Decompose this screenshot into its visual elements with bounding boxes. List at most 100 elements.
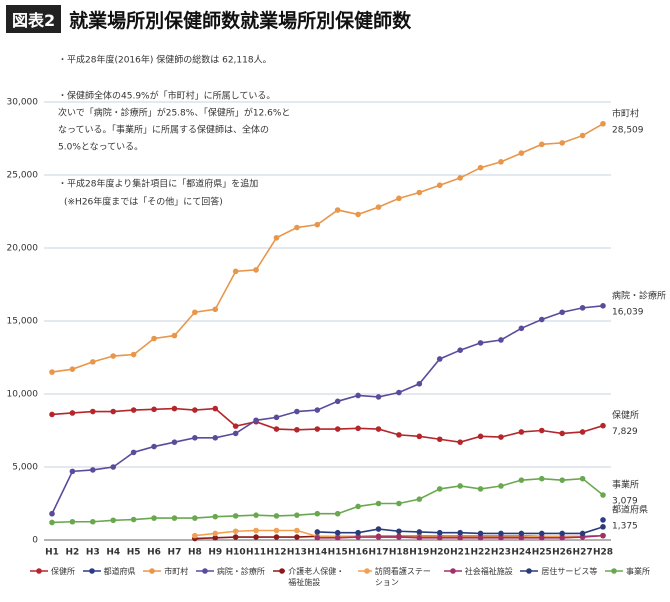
x-tick-label: H28 — [593, 548, 613, 558]
data-point — [538, 316, 545, 323]
chart-title: 就業場所別保健師数就業場所別保健師数 — [69, 9, 412, 32]
y-tick-label: 5,000 — [12, 463, 38, 473]
value-label: 7,829 — [612, 427, 638, 437]
x-tick-label: H17 — [368, 548, 388, 558]
data-point — [498, 434, 504, 440]
x-tick-label: H25 — [532, 548, 552, 558]
data-point — [436, 535, 443, 541]
x-tick-label: H16 — [348, 548, 368, 558]
x-tick-label: H5 — [127, 548, 141, 558]
data-point — [130, 449, 137, 456]
header: 図表2 就業場所別保健師数就業場所別保健師数 — [6, 5, 412, 33]
x-tick-label: H11 — [246, 548, 266, 558]
data-point — [171, 515, 178, 521]
data-point — [579, 132, 586, 139]
x-tick-label: H22 — [471, 548, 491, 558]
data-point — [294, 224, 300, 231]
data-point — [273, 234, 280, 241]
data-point — [253, 512, 259, 518]
note: 次いで「病院・診療所」が25.8%、「保健所」が12.6%と — [58, 107, 290, 119]
data-point — [375, 204, 382, 210]
series-end-name: 都道府県 — [612, 503, 648, 515]
legend-swatch — [30, 568, 48, 574]
data-point — [396, 432, 402, 438]
legend-marker — [202, 568, 208, 574]
legend-item: 訪問看護ステーション — [358, 566, 436, 588]
data-point — [192, 515, 198, 521]
data-point — [600, 303, 606, 309]
data-point — [375, 526, 382, 532]
x-tick-label: H7 — [168, 548, 182, 558]
legend-swatch — [143, 568, 162, 574]
data-point — [253, 534, 259, 540]
value-label: 1,375 — [612, 521, 638, 531]
data-point — [192, 407, 198, 413]
note: (※H26年度までは「その他」にて回答) — [64, 196, 223, 208]
data-point — [110, 408, 117, 415]
data-point — [171, 332, 178, 339]
data-point — [518, 530, 525, 537]
data-point — [294, 527, 300, 534]
data-point — [314, 535, 321, 541]
series-line — [51, 477, 604, 524]
data-point — [212, 435, 219, 441]
legend-marker — [449, 568, 456, 574]
data-point — [355, 503, 361, 510]
data-point — [130, 351, 137, 358]
x-tick-label: H10 — [226, 548, 246, 558]
series-end-name: 事業所 — [612, 479, 639, 491]
data-point — [375, 394, 382, 400]
legend-swatch — [520, 568, 539, 574]
data-point — [334, 426, 341, 432]
data-point — [110, 353, 117, 359]
data-point — [538, 475, 545, 482]
data-point — [355, 211, 361, 218]
data-point — [518, 150, 525, 156]
data-point — [375, 426, 382, 432]
x-tick-label: H9 — [208, 548, 222, 558]
data-point — [294, 512, 300, 518]
x-tick-label: H26 — [552, 548, 572, 558]
data-point — [559, 530, 565, 537]
data-point — [49, 519, 55, 526]
data-point — [416, 189, 423, 196]
data-point — [273, 513, 280, 519]
data-point — [69, 468, 76, 475]
x-tick-label: H15 — [328, 548, 348, 558]
data-point — [416, 433, 423, 440]
data-point — [498, 530, 504, 537]
data-point — [192, 532, 198, 539]
data-point — [579, 305, 586, 311]
data-point — [396, 534, 402, 540]
legend-label: 社会福祉施設 — [464, 567, 513, 576]
data-point — [49, 510, 55, 517]
legend-item: 介護老人保健・福祉施設 — [272, 566, 351, 588]
data-point — [559, 477, 565, 483]
legend-marker — [611, 568, 617, 574]
data-point — [232, 513, 239, 519]
series-line — [51, 305, 604, 515]
x-tick-label: H21 — [450, 548, 470, 558]
x-tick-label: H13 — [287, 548, 307, 558]
data-point — [416, 529, 423, 535]
data-point — [232, 268, 239, 275]
data-point — [232, 528, 239, 535]
y-tick-label: 30,000 — [7, 98, 39, 108]
data-point — [232, 423, 239, 429]
data-point — [130, 516, 137, 523]
data-point — [90, 408, 96, 415]
legend-swatch — [82, 568, 101, 574]
data-point — [232, 430, 239, 437]
legend-swatch — [443, 568, 462, 574]
data-point — [477, 340, 484, 346]
data-point — [375, 500, 382, 507]
data-point — [518, 535, 525, 541]
data-point — [457, 483, 463, 489]
data-point — [212, 535, 219, 541]
data-point — [477, 164, 484, 171]
legend-swatch — [605, 568, 623, 574]
x-tick-label: H3 — [86, 548, 100, 558]
legend: 保健所 都道府県 市町村 病院・診療所 介護老人保健・福祉施設 訪問看護ステーション 社会福… — [30, 566, 650, 588]
series-end-name: 病院・診療所 — [612, 289, 666, 301]
